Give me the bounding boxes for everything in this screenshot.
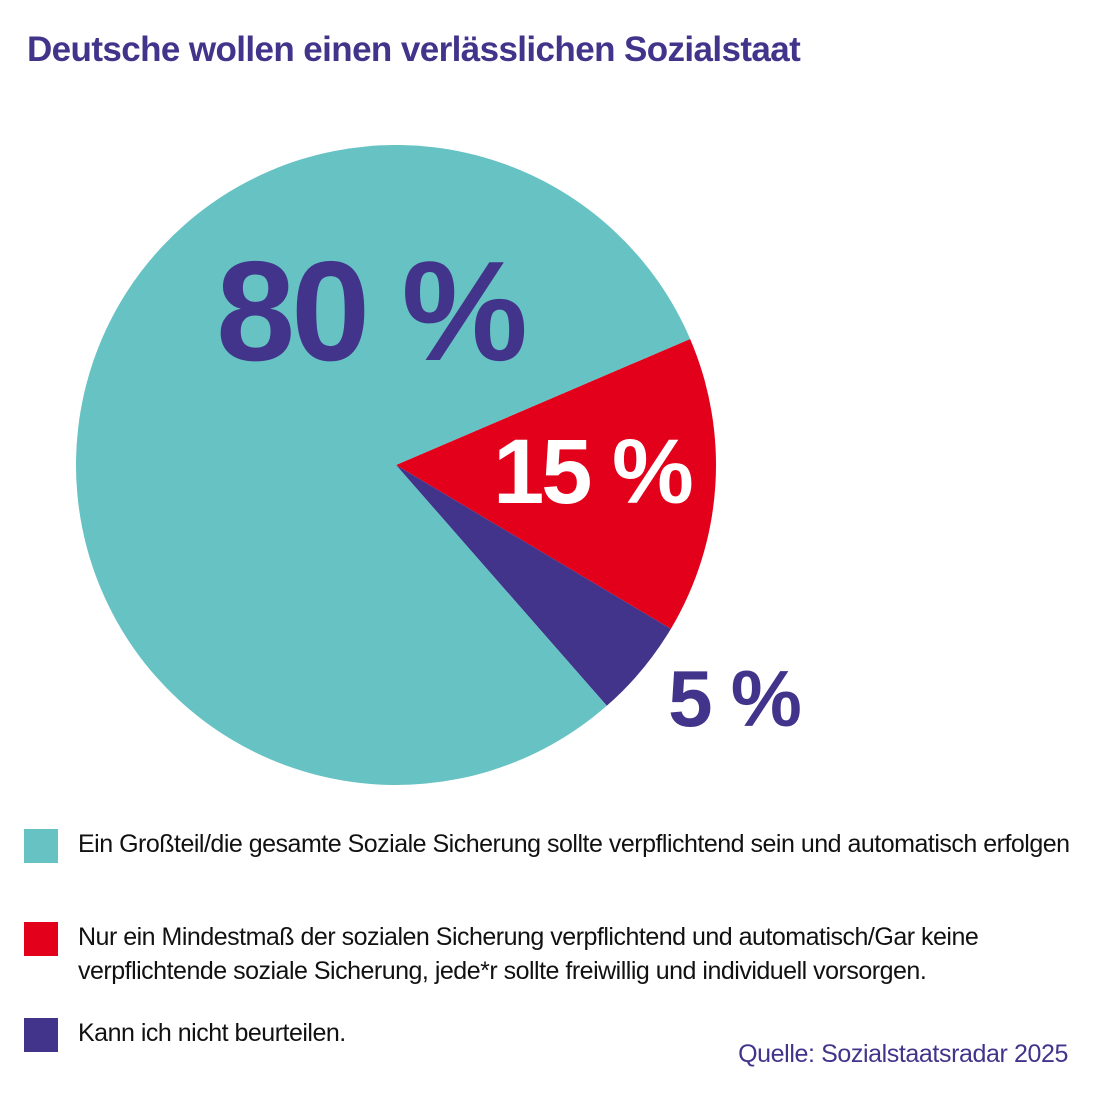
legend-swatch-purple — [24, 1018, 58, 1052]
slice-label-5: 5 % — [668, 654, 801, 743]
legend-label: Kann ich nicht beurteilen. — [78, 1019, 346, 1047]
slice-mandatory — [76, 145, 691, 786]
pie-chart: 80 % 15 % 5 % — [76, 145, 803, 786]
chart-title: Deutsche wollen einen verlässlichen Sozi… — [27, 30, 801, 69]
legend-swatch-teal — [24, 829, 58, 863]
legend-swatch-red — [24, 922, 58, 956]
slice-minimum — [396, 338, 716, 629]
legend-label: Nur ein Mindestmaß der sozialen Sicherun… — [78, 923, 979, 985]
legend-label: Ein Großteil/die gesamte Soziale Sicheru… — [78, 830, 1070, 858]
slice-label-15: 15 % — [493, 421, 692, 523]
slice-label-80: 80 % — [216, 232, 524, 391]
slice-undecided — [396, 465, 671, 706]
source-note: Quelle: Sozialstaatsradar 2025 — [738, 1040, 1068, 1068]
